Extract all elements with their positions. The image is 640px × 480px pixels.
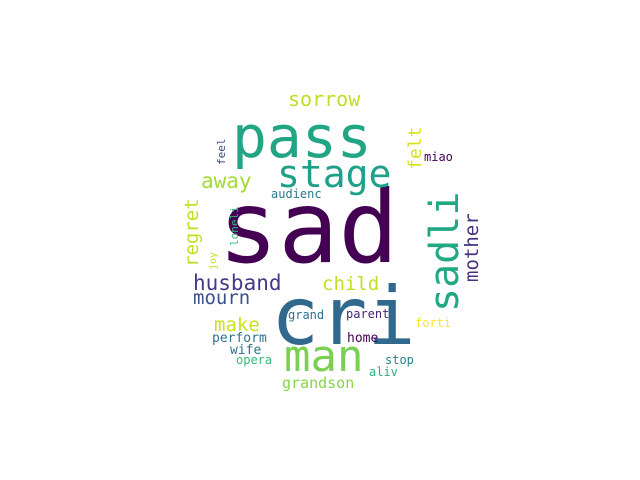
word-home: home (347, 331, 378, 346)
word-feel: feel (215, 139, 228, 166)
word-grand: grand (288, 308, 324, 322)
word-wife: wife (230, 343, 261, 358)
word-forti: forti (415, 316, 451, 330)
word-sorrow: sorrow (288, 87, 361, 111)
word-sadli: sadli (422, 192, 468, 312)
word-pass: pass (232, 103, 372, 171)
word-felt: felt (405, 127, 426, 170)
word-husband: husband (193, 271, 282, 295)
word-parent: parent (346, 307, 389, 321)
word-child: child (322, 273, 379, 295)
word-make: make (214, 314, 260, 336)
word-perform: perform (212, 331, 267, 346)
word-audienc: audienc (271, 187, 322, 201)
word-man: man (284, 331, 363, 382)
word-mourn: mourn (193, 287, 250, 309)
word-aliv: aliv (369, 365, 398, 379)
word-joy: joy (208, 252, 219, 270)
word-mother: mother (461, 213, 483, 282)
word-stop: stop (385, 353, 414, 367)
word-cri: cri (271, 270, 416, 363)
word-stage: stage (277, 152, 391, 196)
word-miao: miao (424, 150, 453, 164)
word-loneli: loneli (228, 206, 241, 246)
word-away: away (201, 169, 252, 193)
word-grandson: grandson (282, 374, 354, 392)
word-regret: regret (181, 198, 203, 267)
word-sad: sad (218, 169, 399, 286)
word-opera: opera (236, 353, 272, 367)
